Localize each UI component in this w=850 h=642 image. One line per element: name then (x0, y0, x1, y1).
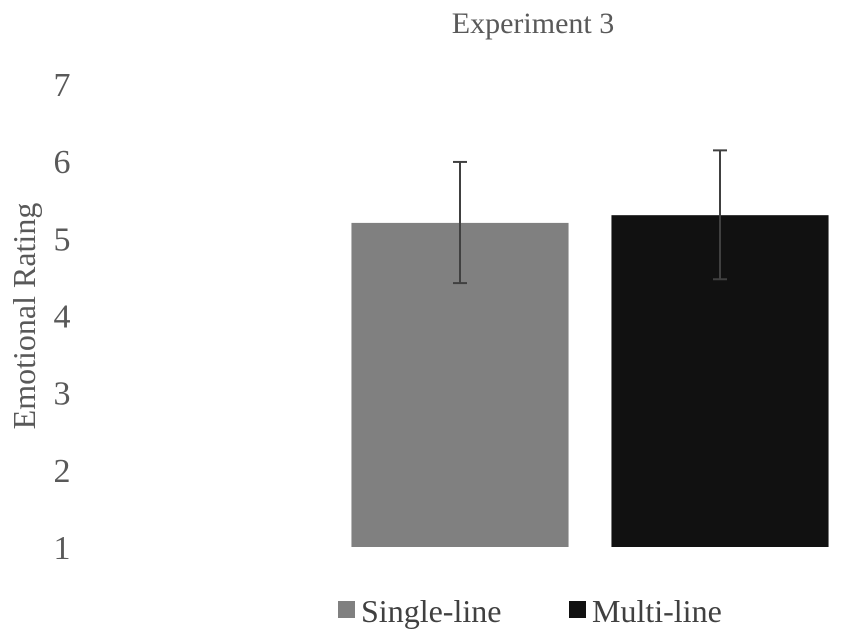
y-tick-label: 1 (54, 530, 71, 567)
legend-swatch (338, 601, 355, 618)
legend-label: Single-line (361, 593, 501, 629)
bars (351, 215, 829, 547)
error-bars (453, 149, 727, 285)
y-tick-label: 7 (54, 67, 71, 104)
y-axis-label: Emotional Rating (6, 203, 42, 430)
legend-swatch (569, 601, 586, 618)
y-tick-label: 5 (54, 221, 71, 258)
y-tick-label: 6 (54, 144, 71, 181)
y-tick-label: 3 (54, 376, 71, 413)
chart-title: Experiment 3 (452, 7, 614, 40)
y-axis-ticks: 1 2 3 4 5 6 7 (54, 67, 71, 567)
legend: Single-line Multi-line (338, 593, 722, 629)
y-tick-label: 4 (54, 299, 71, 336)
y-tick-label: 2 (54, 453, 71, 490)
legend-label: Multi-line (592, 593, 722, 629)
